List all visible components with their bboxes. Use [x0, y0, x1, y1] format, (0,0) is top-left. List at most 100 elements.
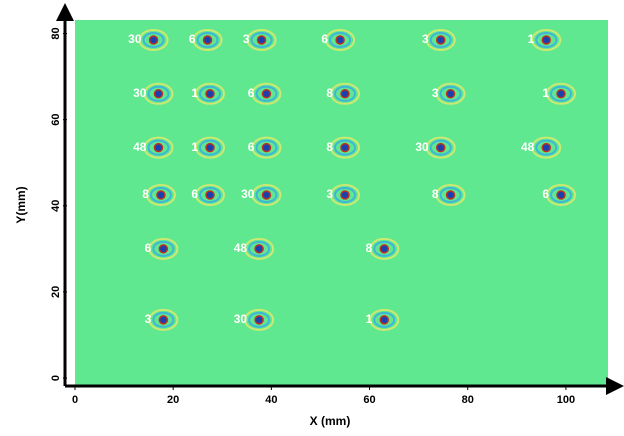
chart: X (mm) Y(mm) 0 20 40 60 80 100 0 20 40 60 80 30 6 3 6 3…: [0, 0, 624, 436]
wave-source: [206, 144, 214, 152]
wave-blob: [331, 185, 359, 205]
wave-source: [557, 90, 565, 98]
wave-source: [159, 316, 167, 324]
wave-source: [204, 36, 212, 44]
source-label: 1: [542, 86, 549, 100]
x-tick-label: 20: [167, 394, 179, 406]
wave-source: [380, 245, 388, 253]
source-label: 6: [248, 86, 255, 100]
wave-blob: [196, 185, 224, 205]
wave-blob: [370, 239, 398, 259]
source-label: 6: [191, 187, 198, 201]
wave-blob: [427, 30, 455, 50]
source-label: 6: [189, 32, 196, 46]
plot-background: [75, 20, 608, 386]
wave-source: [542, 144, 550, 152]
y-tick-label: 80: [50, 27, 62, 39]
source-label: 8: [142, 187, 149, 201]
source-label: 48: [133, 140, 147, 154]
wave-blob: [144, 84, 172, 104]
wave-blob: [427, 138, 455, 158]
wave-blob: [149, 239, 177, 259]
x-tick-label: 100: [557, 394, 575, 406]
source-label: 6: [542, 187, 549, 201]
wave-blob: [248, 30, 276, 50]
wave-blob: [547, 185, 575, 205]
x-axis-label: X (mm): [310, 414, 351, 428]
wave-source: [262, 191, 270, 199]
y-axis-label: Y(mm): [14, 186, 28, 223]
wave-blob: [196, 138, 224, 158]
wave-source: [258, 36, 266, 44]
wave-source: [159, 245, 167, 253]
x-tick-label: 80: [462, 394, 474, 406]
wave-source: [157, 191, 165, 199]
wave-source: [447, 90, 455, 98]
y-tick-label: 40: [50, 200, 62, 212]
wave-source: [255, 316, 263, 324]
wave-source: [447, 191, 455, 199]
source-label: 48: [521, 140, 535, 154]
source-label: 30: [241, 187, 255, 201]
wave-source: [255, 245, 263, 253]
wave-source: [154, 90, 162, 98]
source-label: 6: [248, 140, 255, 154]
wave-blob: [532, 138, 560, 158]
source-label: 8: [366, 241, 373, 255]
source-label: 30: [234, 312, 248, 326]
wave-blob: [147, 185, 175, 205]
source-label: 1: [191, 86, 198, 100]
wave-source: [341, 191, 349, 199]
source-label: 8: [326, 140, 333, 154]
wave-blob: [140, 30, 168, 50]
wave-blob: [252, 84, 280, 104]
wave-blob: [252, 185, 280, 205]
source-label: 3: [326, 187, 333, 201]
source-label: 48: [234, 241, 248, 255]
wave-blob: [370, 310, 398, 330]
wave-blob: [437, 185, 465, 205]
source-label: 1: [191, 140, 198, 154]
wave-blob: [326, 30, 354, 50]
source-label: 1: [528, 32, 535, 46]
y-tick-label: 60: [50, 114, 62, 126]
wave-blob: [144, 138, 172, 158]
wave-blob: [245, 239, 273, 259]
source-label: 8: [326, 86, 333, 100]
source-label: 30: [128, 32, 142, 46]
source-label: 6: [145, 241, 152, 255]
wave-blob: [331, 84, 359, 104]
wave-source: [437, 36, 445, 44]
source-label: 3: [243, 32, 250, 46]
wave-source: [262, 90, 270, 98]
wave-source: [206, 191, 214, 199]
wave-source: [380, 316, 388, 324]
wave-source: [262, 144, 270, 152]
source-label: 6: [321, 32, 328, 46]
wave-source: [154, 144, 162, 152]
x-tick-label: 40: [265, 394, 277, 406]
wave-blob: [331, 138, 359, 158]
source-label: 3: [432, 86, 439, 100]
wave-blob: [547, 84, 575, 104]
wave-blob: [437, 84, 465, 104]
source-label: 3: [145, 312, 152, 326]
wave-source: [341, 90, 349, 98]
x-tick-label: 0: [72, 394, 78, 406]
wave-source: [542, 36, 550, 44]
source-label: 3: [422, 32, 429, 46]
wave-source: [206, 90, 214, 98]
wave-blob: [252, 138, 280, 158]
wave-source: [336, 36, 344, 44]
wave-blob: [149, 310, 177, 330]
wave-source: [341, 144, 349, 152]
wave-blob: [194, 30, 222, 50]
wave-blob: [245, 310, 273, 330]
wave-blob: [532, 30, 560, 50]
source-label: 8: [432, 187, 439, 201]
y-tick-label: 20: [50, 286, 62, 298]
source-label: 30: [415, 140, 429, 154]
y-tick-label: 0: [50, 375, 62, 381]
x-tick-label: 60: [363, 394, 375, 406]
wave-blob: [196, 84, 224, 104]
